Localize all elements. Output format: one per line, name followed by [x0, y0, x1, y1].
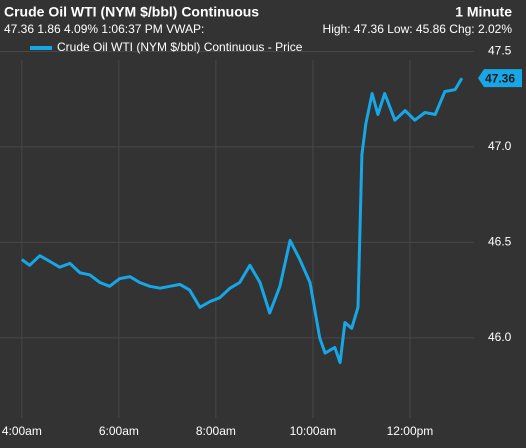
y-tick-label: 46.0 [488, 330, 512, 344]
price-line [20, 77, 464, 365]
last-price-label: 47.36 [485, 71, 515, 85]
y-tick-label: 47.5 [488, 44, 512, 58]
y-tick-label: 46.5 [488, 235, 512, 249]
quote-line: 47.36 1.86 4.09% 1:06:37 PM VWAP: [4, 22, 204, 36]
legend-label: Crude Oil WTI (NYM $/bbl) Continuous - P… [57, 40, 303, 54]
last-price-tag [478, 69, 522, 88]
x-tick-label: 10:00am [290, 424, 337, 438]
x-tick-label: 6:00am [99, 424, 139, 438]
x-tick-label: 12:00pm [387, 424, 434, 438]
chart-title: Crude Oil WTI (NYM $/bbl) Continuous [4, 4, 259, 20]
x-tick-label: 8:00am [196, 424, 236, 438]
range-line: High: 47.36 Low: 45.86 Chg: 2.02% [323, 22, 513, 36]
y-tick-label: 47.0 [488, 139, 512, 153]
x-tick-label: 4:00am [2, 424, 42, 438]
interval: 1 Minute [455, 4, 512, 20]
